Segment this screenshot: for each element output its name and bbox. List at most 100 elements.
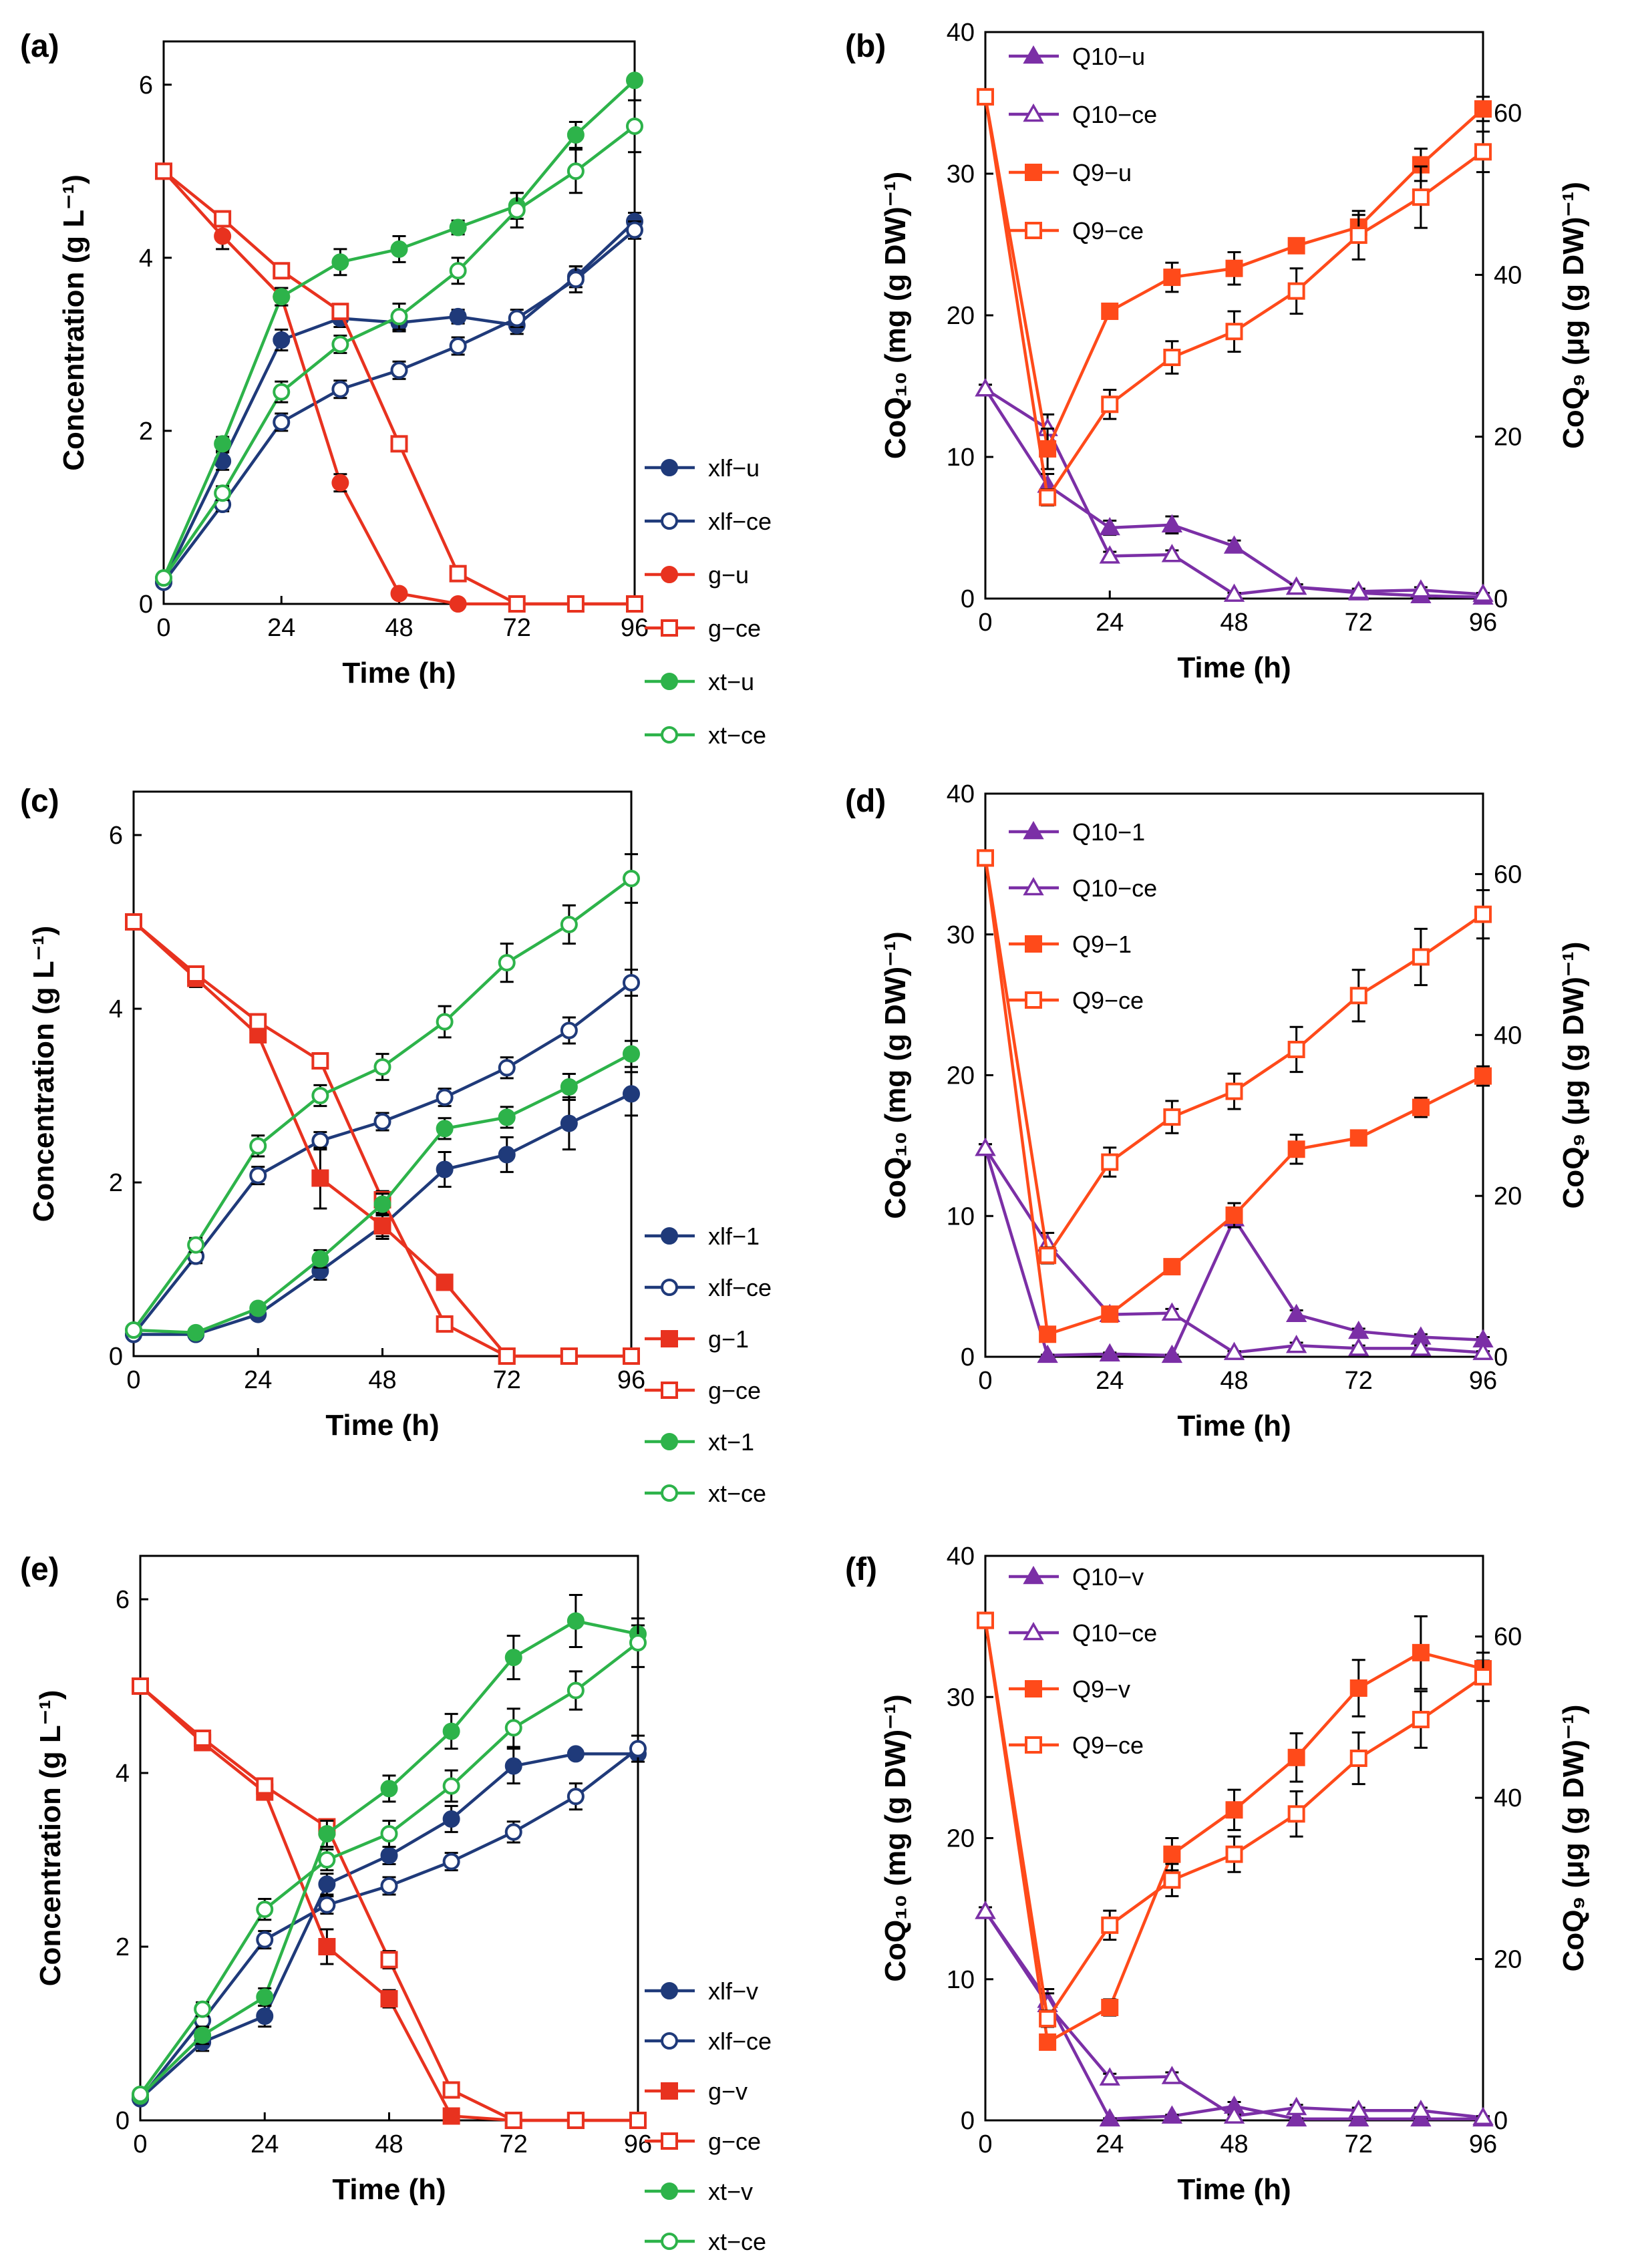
data-point (1161, 2105, 1183, 2124)
data-point (1223, 583, 1245, 602)
series-line (132, 981, 633, 1335)
y2-tick-label: 40 (1494, 1021, 1522, 1049)
series-line (984, 1911, 1483, 2121)
x-tick-label: 96 (617, 1366, 645, 1394)
y-axis-label: CoQ₁₀ (mg (g DW)⁻¹) (879, 172, 912, 459)
data-point (1472, 583, 1494, 602)
x-tick-label: 0 (978, 1367, 992, 1395)
data-point (498, 1146, 516, 1164)
data-point (449, 595, 467, 613)
series-1 (155, 220, 643, 591)
series-2 (155, 162, 643, 613)
legend-item: g−v (645, 2078, 748, 2105)
data-point (380, 1877, 398, 1895)
panel-label: (a) (20, 29, 59, 64)
x-tick-label: 48 (1220, 1367, 1248, 1395)
y2-tick-label: 0 (1494, 1343, 1508, 1371)
data-point (373, 1195, 391, 1213)
legend-marker (1025, 991, 1042, 1009)
legend-item: Q9−1 (1009, 931, 1132, 958)
data-point (1223, 2105, 1245, 2124)
data-point (311, 1169, 329, 1187)
data-point (1101, 1305, 1119, 1323)
data-point (273, 331, 291, 349)
legend-marker (661, 1433, 678, 1450)
data-point (560, 1078, 578, 1096)
data-point (566, 2112, 585, 2129)
legend-marker (661, 1330, 678, 1347)
data-point (1225, 1206, 1243, 1225)
x-tick-label: 72 (503, 614, 531, 642)
data-point (436, 1160, 454, 1178)
data-point (566, 271, 585, 289)
y-axis-label: Concentration (g L⁻¹) (57, 174, 90, 471)
data-point (449, 337, 467, 355)
data-point (1099, 2108, 1120, 2127)
x-tick-label: 96 (1469, 609, 1497, 637)
legend-label: g−u (708, 561, 749, 589)
data-point (1223, 535, 1245, 554)
y-tick-label: 40 (947, 1543, 975, 1571)
y-tick-label: 4 (116, 1760, 130, 1788)
y-axis-label: CoQ₁₀ (mg (g DW)⁻¹) (879, 931, 912, 1219)
data-point (1285, 2096, 1307, 2116)
data-point (566, 1745, 585, 1763)
legend-label: xlf−ce (708, 1274, 772, 1301)
x-tick-label: 48 (368, 1366, 396, 1394)
data-point (1225, 323, 1243, 341)
data-point (629, 1634, 647, 1651)
data-point (1161, 2066, 1183, 2084)
data-point (1039, 1247, 1057, 1265)
legend-marker (661, 2233, 678, 2250)
x-tick-label: 96 (624, 2130, 652, 2158)
series-2 (977, 849, 1492, 1343)
data-point (629, 1740, 647, 1758)
y-tick-label: 2 (116, 1933, 130, 1961)
data-point (504, 1823, 522, 1841)
data-point (975, 1137, 996, 1156)
data-point (1285, 2108, 1307, 2127)
y-tick-label: 10 (947, 1202, 975, 1231)
data-point (273, 262, 291, 280)
data-point (1472, 1341, 1494, 1360)
data-point (449, 218, 467, 236)
legend-label: Q9−u (1072, 159, 1132, 186)
y-tick-label: 20 (947, 1062, 975, 1090)
data-point (1039, 2033, 1057, 2051)
data-point (1163, 1108, 1181, 1126)
data-point (442, 2107, 460, 2125)
x-axis-label: Time (h) (1177, 1410, 1291, 1442)
data-point (1099, 1343, 1120, 1362)
data-point (449, 564, 467, 583)
data-point (1348, 1337, 1369, 1356)
legend-marker (1023, 876, 1044, 896)
y-tick-label: 4 (109, 995, 123, 1023)
legend-marker (661, 459, 678, 476)
y2-axis-label: CoQ₉ (μg (g DW)⁻¹) (1557, 182, 1590, 449)
legend-marker (1025, 935, 1042, 953)
legend-label: xlf−v (708, 1977, 758, 2005)
legend-label: Q9−v (1072, 1675, 1130, 1703)
legend-item: Q9−u (1009, 159, 1132, 186)
y2-axis-label: CoQ₉ (μg (g DW)⁻¹) (1557, 1705, 1590, 1972)
x-tick-label: 24 (1096, 2130, 1124, 2158)
series-line (132, 921, 631, 1358)
data-point (566, 1681, 585, 1699)
legend-item: xlf−u (645, 454, 760, 482)
data-point (1161, 1302, 1183, 1321)
data-point (1349, 1749, 1367, 1767)
data-point (1474, 143, 1492, 161)
data-point (1412, 1643, 1430, 1661)
data-point (331, 335, 349, 353)
legend-label: xt−1 (708, 1428, 754, 1456)
x-tick-label: 96 (1469, 2130, 1497, 2158)
data-point (1099, 2067, 1120, 2086)
data-point (1349, 1679, 1367, 1697)
data-point (249, 1299, 267, 1317)
data-point (1101, 395, 1119, 414)
data-point (373, 1058, 391, 1076)
